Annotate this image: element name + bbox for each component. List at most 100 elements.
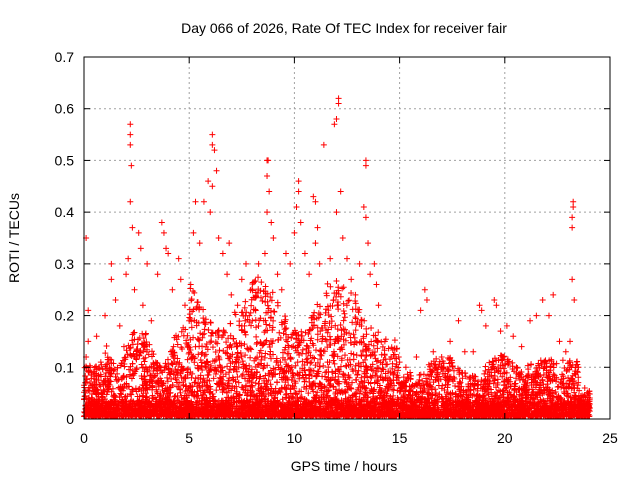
data-point (247, 309, 254, 316)
data-point (370, 342, 377, 349)
data-point (155, 380, 162, 387)
data-point (456, 388, 463, 395)
data-point (93, 333, 100, 340)
data-point (498, 357, 505, 364)
data-point (187, 281, 194, 288)
data-point (317, 311, 324, 318)
data-point (127, 390, 134, 397)
data-point (132, 385, 139, 392)
data-point (382, 336, 389, 343)
data-point (148, 317, 155, 324)
data-point (154, 271, 161, 278)
data-point (490, 361, 497, 368)
data-point (491, 297, 498, 304)
data-point (108, 276, 115, 283)
data-point (227, 332, 234, 339)
data-point (279, 321, 286, 328)
data-point (370, 367, 377, 374)
data-point (362, 162, 369, 169)
data-point (330, 383, 337, 390)
data-point (289, 382, 296, 389)
data-point (333, 386, 340, 393)
data-point (353, 390, 360, 397)
data-point (524, 372, 531, 379)
data-point (243, 369, 250, 376)
data-point (350, 331, 357, 338)
data-point (560, 373, 567, 380)
data-point (427, 392, 434, 399)
data-point (457, 386, 464, 393)
data-point (380, 389, 387, 396)
data-point (269, 324, 276, 331)
data-point (209, 131, 216, 138)
data-point (363, 364, 370, 371)
data-point (213, 368, 220, 375)
data-point (368, 374, 375, 381)
data-point (407, 388, 414, 395)
data-point (241, 328, 248, 335)
data-point (208, 362, 215, 369)
data-point (305, 330, 312, 337)
data-point (569, 214, 576, 221)
data-point (455, 383, 462, 390)
data-point (139, 302, 146, 309)
data-point (199, 379, 206, 386)
data-point (257, 373, 264, 380)
data-point (345, 372, 352, 379)
data-point (172, 366, 179, 373)
data-point (349, 379, 356, 386)
data-point (299, 346, 306, 353)
data-point (457, 379, 464, 386)
data-point (371, 348, 378, 355)
data-point (323, 290, 330, 297)
data-point (305, 390, 312, 397)
data-point (368, 325, 375, 332)
data-point (200, 198, 207, 205)
data-point (314, 224, 321, 231)
data-point (200, 306, 207, 313)
data-point (260, 365, 267, 372)
data-point (197, 356, 204, 363)
data-point (363, 370, 370, 377)
data-point (460, 387, 467, 394)
data-point (328, 324, 335, 331)
data-point (373, 358, 380, 365)
data-point (423, 297, 430, 304)
data-point (262, 283, 269, 290)
data-point (255, 380, 262, 387)
data-point (233, 390, 240, 397)
data-point (127, 198, 134, 205)
data-point (569, 378, 576, 385)
data-point (303, 342, 310, 349)
data-point (437, 376, 444, 383)
data-point (282, 379, 289, 386)
data-point (536, 364, 543, 371)
data-point (298, 395, 305, 402)
data-point (581, 384, 588, 391)
data-point (154, 390, 161, 397)
data-point (170, 343, 177, 350)
data-point (363, 325, 370, 332)
data-point (150, 395, 157, 402)
data-point (266, 341, 273, 348)
data-point (377, 374, 384, 381)
data-point (207, 388, 214, 395)
data-point (292, 362, 299, 369)
data-point (215, 327, 222, 334)
data-point (258, 353, 265, 360)
data-point (184, 356, 191, 363)
data-point (121, 363, 128, 370)
data-point (387, 393, 394, 400)
data-point (335, 338, 342, 345)
data-point (200, 392, 207, 399)
data-point (518, 343, 525, 350)
data-point (263, 321, 270, 328)
data-point (198, 363, 205, 370)
data-point (157, 375, 164, 382)
data-point (228, 394, 235, 401)
data-point (324, 280, 331, 287)
data-point (340, 371, 347, 378)
data-point (127, 344, 134, 351)
data-point (234, 302, 241, 309)
data-point (354, 371, 361, 378)
